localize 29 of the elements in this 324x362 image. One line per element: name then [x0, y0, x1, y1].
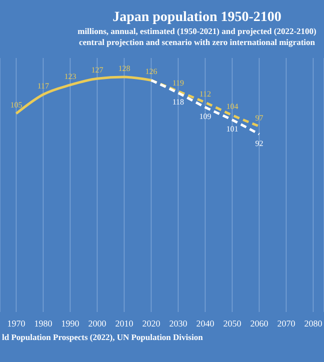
- chart-subtitle: millions, annual, estimated (1950-2021) and projected (2022-2100) central projection and scenario with zero international migration: [76, 26, 318, 48]
- data-label: 112: [199, 89, 212, 98]
- data-label: 101: [226, 124, 238, 134]
- data-label: 119: [172, 78, 184, 88]
- x-tick-label: 1990: [61, 318, 80, 328]
- x-tick-label: 2040: [196, 318, 215, 328]
- x-tick-label: 2060: [250, 318, 269, 328]
- x-tick-label: 2030: [169, 318, 188, 328]
- x-tick-label: 2010: [115, 318, 134, 328]
- data-label: 118: [172, 98, 184, 107]
- data-label: 123: [64, 72, 76, 81]
- x-tick-label: 2070: [277, 318, 296, 328]
- x-tick-label: 1970: [7, 318, 26, 328]
- data-label: 127: [91, 66, 104, 75]
- x-tick-label: 1980: [34, 318, 53, 328]
- x-tick-label: 2000: [88, 318, 107, 328]
- x-tick-label: 2080: [304, 318, 323, 328]
- data-label: 104: [226, 102, 238, 112]
- x-tick-label: 2050: [223, 318, 242, 328]
- data-label: 92: [255, 138, 264, 148]
- data-label: 126: [145, 67, 158, 76]
- chart-title: Japan population 1950-2100: [112, 10, 282, 26]
- data-label: 105: [10, 100, 22, 110]
- x-tick-label: 2020: [142, 318, 161, 328]
- data-label: 128: [118, 64, 130, 74]
- text: ld Population Prospects (2022), UN Population Division: [2, 332, 203, 342]
- data-label: 109: [199, 112, 212, 121]
- data-label: 97: [255, 113, 264, 122]
- data-label: 117: [37, 82, 50, 91]
